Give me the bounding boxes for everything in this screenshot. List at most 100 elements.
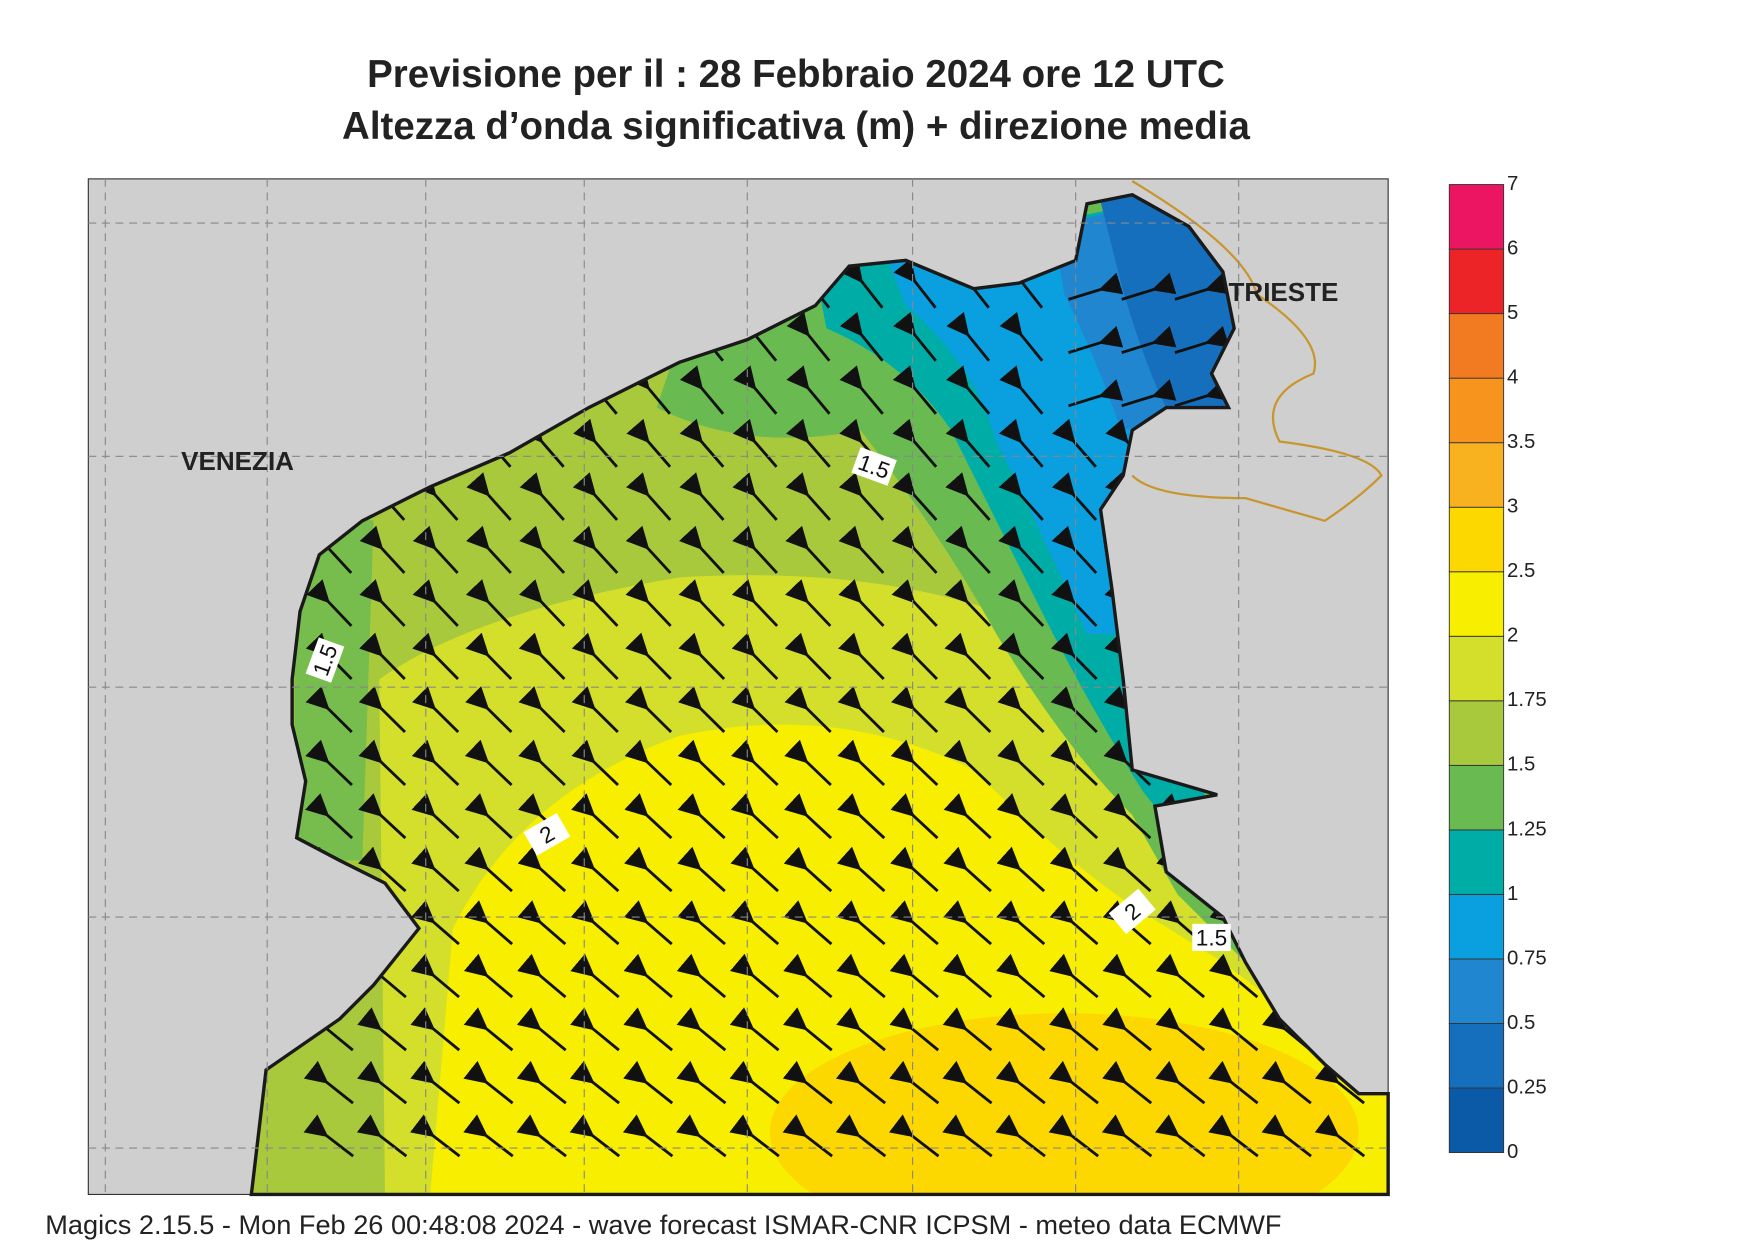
arrow bbox=[999, 365, 1044, 415]
arrow bbox=[998, 472, 1044, 521]
arrow bbox=[569, 1114, 621, 1158]
arrow bbox=[889, 1007, 940, 1052]
arrow bbox=[1068, 379, 1124, 408]
arrow bbox=[676, 1114, 727, 1158]
arrow bbox=[410, 1060, 461, 1105]
arrow bbox=[625, 632, 672, 680]
colorbar-label: 2 bbox=[1507, 625, 1518, 647]
arrow bbox=[358, 739, 407, 787]
arrow bbox=[516, 1060, 567, 1105]
arrow bbox=[570, 1007, 620, 1052]
arrow bbox=[890, 686, 939, 734]
arrow bbox=[995, 1060, 1046, 1105]
colorbar-bin bbox=[1448, 700, 1505, 766]
arrow bbox=[1102, 1007, 1152, 1052]
arrow bbox=[1050, 686, 1098, 734]
arrow bbox=[1208, 1007, 1259, 1052]
colorbar-label: 5 bbox=[1507, 302, 1518, 324]
contour-label: 1.5 bbox=[1196, 925, 1227, 950]
arrow bbox=[464, 846, 513, 893]
arrow bbox=[465, 632, 513, 680]
colorbar-label: 3 bbox=[1507, 496, 1518, 518]
colorbar-label: 0.25 bbox=[1507, 1076, 1547, 1098]
arrow bbox=[624, 846, 673, 893]
arrow bbox=[732, 472, 778, 521]
arrow bbox=[518, 632, 566, 680]
arrow bbox=[626, 472, 672, 521]
arrow bbox=[837, 793, 886, 840]
arrow bbox=[890, 846, 939, 893]
place-label: VENEZIA bbox=[181, 446, 294, 476]
arrow bbox=[518, 579, 566, 627]
colorbar-label: 1.5 bbox=[1507, 754, 1535, 776]
arrow bbox=[678, 686, 726, 734]
arrow bbox=[571, 686, 619, 734]
arrow bbox=[1049, 1007, 1099, 1052]
arrow bbox=[786, 311, 831, 362]
arrow bbox=[519, 418, 565, 468]
arrow bbox=[839, 365, 884, 415]
arrow bbox=[411, 739, 460, 787]
arrow bbox=[410, 900, 460, 946]
arrow bbox=[942, 1007, 993, 1052]
arrow bbox=[413, 472, 459, 521]
arrow bbox=[624, 686, 673, 734]
arrow bbox=[570, 900, 620, 946]
colorbar-label: 1 bbox=[1507, 883, 1518, 905]
arrow bbox=[732, 525, 778, 574]
arrow bbox=[1314, 1114, 1366, 1158]
arrow bbox=[1049, 846, 1099, 893]
arrow bbox=[411, 686, 460, 734]
arrow bbox=[945, 472, 991, 521]
arrow bbox=[676, 1060, 727, 1105]
arrow bbox=[1121, 325, 1177, 354]
arrow bbox=[572, 579, 619, 627]
arrow bbox=[571, 793, 620, 840]
arrow bbox=[677, 900, 726, 946]
arrow bbox=[1049, 900, 1099, 946]
arrow bbox=[304, 1007, 354, 1052]
arrow bbox=[677, 739, 726, 787]
colorbar-bin bbox=[1448, 893, 1505, 960]
arrow bbox=[517, 846, 567, 893]
arrow bbox=[677, 846, 726, 893]
arrow bbox=[306, 525, 353, 574]
colorbar-label: 1.75 bbox=[1507, 689, 1547, 711]
arrow bbox=[783, 953, 833, 999]
arrow bbox=[999, 258, 1044, 309]
arrow bbox=[783, 846, 833, 893]
arrow bbox=[943, 793, 992, 840]
arrow bbox=[839, 311, 884, 362]
arrow bbox=[570, 846, 620, 893]
footer: Magics 2.15.5 - Mon Feb 26 00:48:08 2024… bbox=[45, 1209, 1281, 1240]
arrow bbox=[944, 579, 991, 627]
colorbar-label: 4 bbox=[1507, 367, 1518, 389]
arrow bbox=[626, 418, 672, 468]
arrow bbox=[996, 846, 1046, 893]
arrow bbox=[889, 1060, 940, 1105]
arrow bbox=[729, 1114, 780, 1158]
arrow bbox=[357, 846, 407, 893]
arrow bbox=[624, 739, 673, 787]
arrow bbox=[626, 365, 671, 415]
arrow bbox=[358, 793, 407, 840]
arrow bbox=[785, 418, 831, 468]
arrow bbox=[782, 1007, 833, 1052]
colorbar-label: 6 bbox=[1507, 237, 1518, 259]
arrow bbox=[731, 632, 779, 680]
arrow bbox=[410, 1114, 461, 1158]
arrow bbox=[1121, 272, 1177, 301]
arrow bbox=[305, 739, 353, 787]
arrow bbox=[889, 953, 939, 999]
arrow bbox=[944, 686, 992, 734]
arrow bbox=[943, 900, 993, 946]
arrow bbox=[784, 739, 832, 787]
colorbar-bin bbox=[1448, 377, 1505, 444]
arrow bbox=[942, 953, 993, 999]
arrow bbox=[730, 793, 779, 840]
place-label: TRIESTE bbox=[1229, 277, 1339, 307]
arrow bbox=[1103, 793, 1152, 840]
arrow bbox=[835, 1060, 887, 1105]
